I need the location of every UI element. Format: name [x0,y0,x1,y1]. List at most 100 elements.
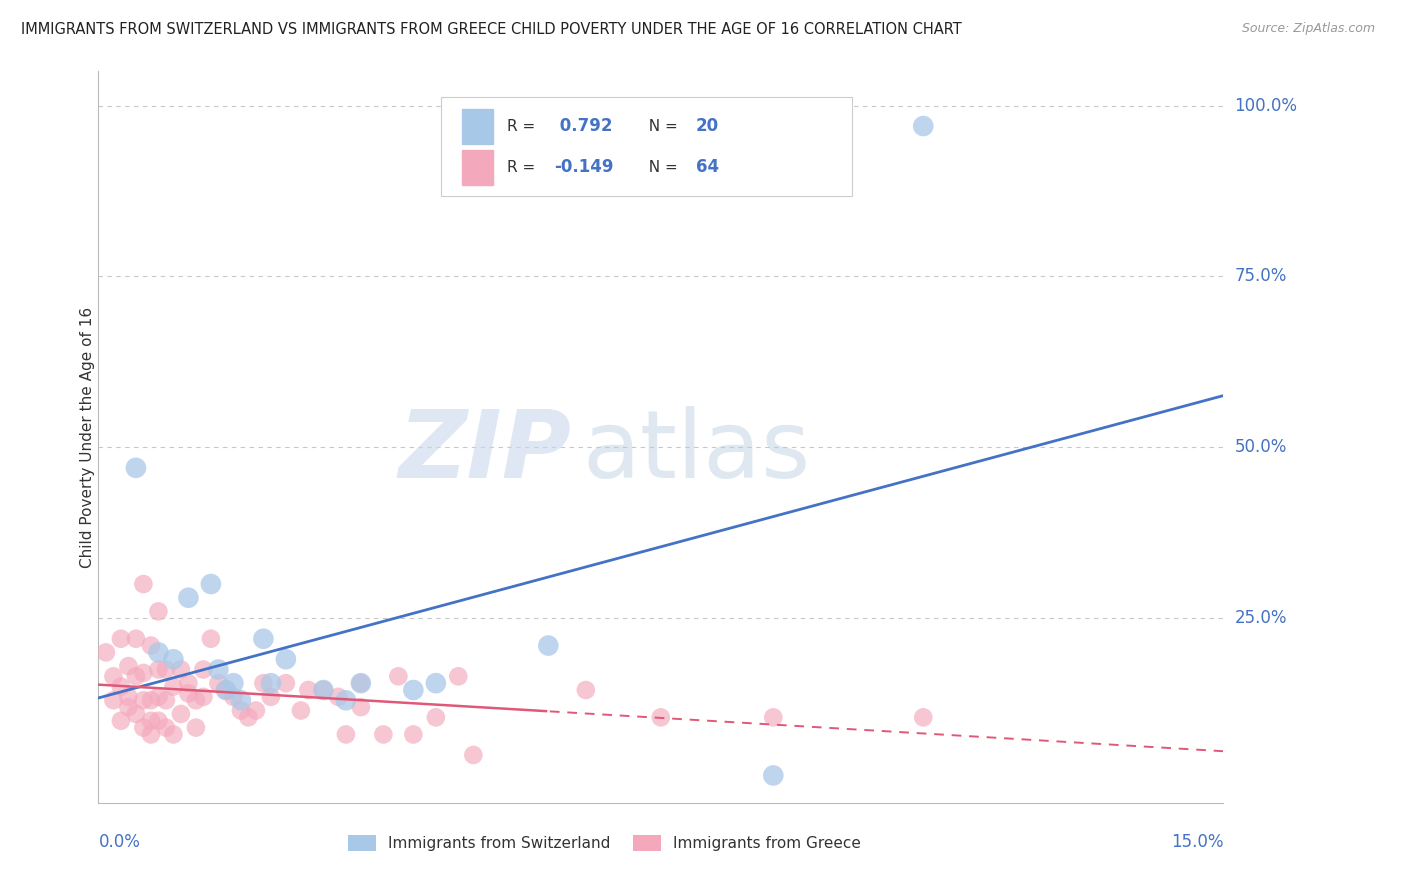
Text: R =: R = [506,119,540,134]
Point [229,704,252,718]
Point [207,663,229,677]
Text: 0.0%: 0.0% [98,833,141,851]
Point [762,710,785,724]
Point [260,676,283,690]
Point [170,706,193,721]
Point [350,700,373,714]
Point [447,669,470,683]
Text: 15.0%: 15.0% [1171,833,1223,851]
Text: ZIP: ZIP [398,406,571,498]
Point [148,663,170,677]
Bar [461,150,494,185]
Point [425,710,447,724]
Point [103,669,125,683]
Point [177,591,200,605]
Point [402,727,425,741]
Point [184,721,207,735]
Point [117,690,139,704]
Text: 0.792: 0.792 [554,117,613,136]
Text: 75.0%: 75.0% [1234,268,1286,285]
Text: R =: R = [506,160,540,175]
Legend: Immigrants from Switzerland, Immigrants from Greece: Immigrants from Switzerland, Immigrants … [342,830,868,857]
Point [537,639,560,653]
Point [132,693,155,707]
Point [148,690,170,704]
Point [222,676,245,690]
Text: N =: N = [640,119,683,134]
Point [290,704,312,718]
Bar [461,109,494,144]
Point [177,676,200,690]
Text: 20: 20 [696,117,718,136]
Point [252,676,274,690]
Point [125,460,148,475]
Point [177,686,200,700]
Point [463,747,485,762]
Point [125,669,148,683]
Point [207,676,229,690]
Point [117,659,139,673]
Text: N =: N = [640,160,683,175]
Point [125,706,148,721]
Point [155,663,177,677]
Point [387,669,409,683]
Point [155,693,177,707]
Point [132,665,155,680]
Point [200,577,222,591]
Point [425,676,447,690]
Point [762,768,785,782]
Point [260,690,283,704]
Point [139,714,162,728]
Y-axis label: Child Poverty Under the Age of 16: Child Poverty Under the Age of 16 [80,307,94,567]
Text: 64: 64 [696,158,718,177]
Point [222,690,245,704]
Text: Source: ZipAtlas.com: Source: ZipAtlas.com [1241,22,1375,36]
Point [245,704,267,718]
Point [297,683,319,698]
Point [274,652,297,666]
Point [162,680,184,694]
Point [148,714,170,728]
Point [328,690,350,704]
Point [162,727,184,741]
Point [132,577,155,591]
Point [912,710,935,724]
Point [350,676,373,690]
Text: -0.149: -0.149 [554,158,613,177]
Point [132,721,155,735]
Point [193,690,215,704]
Point [162,652,184,666]
Point [402,683,425,698]
Point [312,683,335,698]
Point [252,632,274,646]
Point [148,604,170,618]
FancyBboxPatch shape [441,97,852,195]
Point [103,693,125,707]
Point [650,710,672,724]
Point [110,632,132,646]
Text: 50.0%: 50.0% [1234,438,1286,457]
Point [148,645,170,659]
Text: IMMIGRANTS FROM SWITZERLAND VS IMMIGRANTS FROM GREECE CHILD POVERTY UNDER THE AG: IMMIGRANTS FROM SWITZERLAND VS IMMIGRANT… [21,22,962,37]
Point [200,632,222,646]
Point [335,727,357,741]
Point [215,683,238,698]
Point [312,683,335,698]
Point [229,693,252,707]
Point [912,119,935,133]
Point [238,710,260,724]
Point [117,700,139,714]
Point [125,632,148,646]
Text: atlas: atlas [582,406,810,498]
Point [139,727,162,741]
Point [139,639,162,653]
Point [335,693,357,707]
Point [193,663,215,677]
Text: 100.0%: 100.0% [1234,96,1298,114]
Point [155,721,177,735]
Point [350,676,373,690]
Point [170,663,193,677]
Point [274,676,297,690]
Point [575,683,598,698]
Point [139,693,162,707]
